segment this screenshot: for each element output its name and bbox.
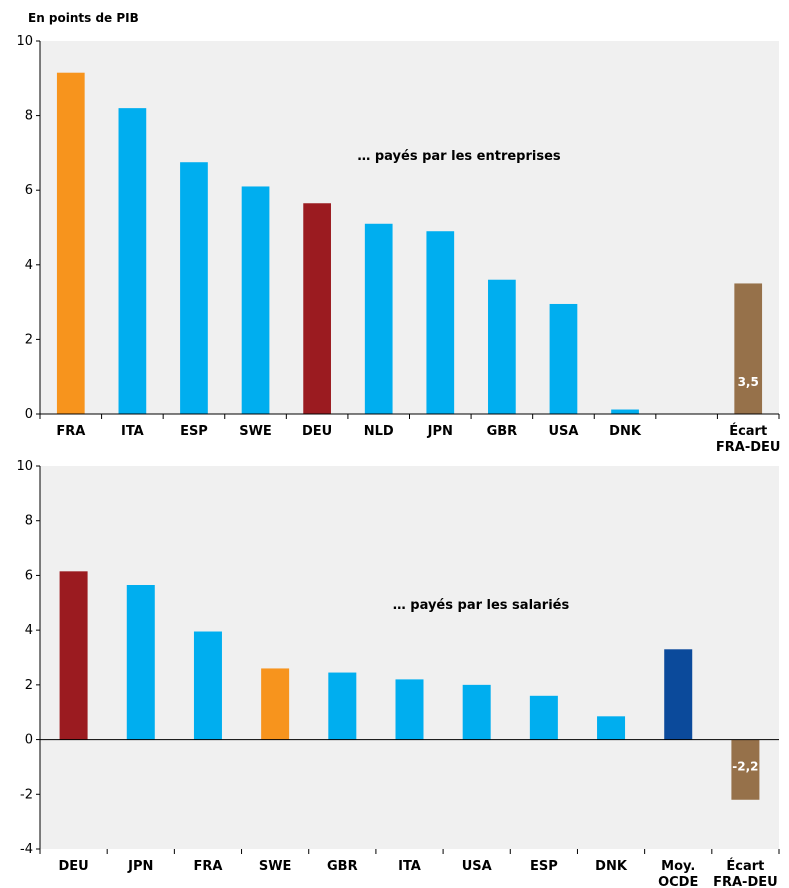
category-label: SWE	[239, 424, 272, 439]
y-tick-label: 8	[25, 109, 33, 124]
category-label: JPN	[427, 424, 453, 439]
y-tick-label: 0	[25, 407, 33, 422]
bar	[734, 283, 763, 414]
category-label: GBR	[327, 859, 358, 874]
chart-annotation: … payés par les salariés	[393, 598, 570, 613]
y-tick-label: 6	[25, 183, 33, 198]
category-label: DEU	[302, 424, 332, 439]
bar	[731, 739, 760, 800]
category-label: FRA-DEU	[713, 875, 778, 888]
category-label: FRA	[193, 859, 222, 874]
bar	[328, 672, 357, 740]
category-label: ESP	[530, 859, 558, 874]
category-label: ESP	[180, 424, 208, 439]
bar	[529, 695, 558, 740]
category-label: Moy.	[661, 859, 695, 874]
bar	[664, 649, 693, 740]
category-label: Écart	[726, 858, 764, 874]
category-label: DEU	[58, 859, 88, 874]
category-label: USA	[548, 424, 578, 439]
bar	[488, 279, 516, 414]
bar	[364, 223, 393, 414]
y-tick-label: -2	[20, 787, 33, 802]
chart-annotation: … payés par les entreprises	[357, 149, 561, 164]
y-tick-label: -4	[20, 842, 33, 857]
category-label: ITA	[121, 424, 144, 439]
category-label: FRA	[56, 424, 85, 439]
category-label: OCDE	[658, 875, 698, 888]
y-tick-label: 4	[25, 258, 33, 273]
y-tick-label: 10	[16, 459, 33, 474]
bar	[597, 716, 626, 740]
category-label: FRA-DEU	[716, 440, 781, 455]
bar	[549, 303, 578, 414]
bar	[56, 72, 85, 414]
chart-panel-2: -4 -2 0 2 4 6 8 10 -2,2 DEU JPN FRA SWE GBR ITA USA ESP D…	[16, 459, 780, 888]
y-tick-label: 8	[25, 514, 33, 529]
data-label: 3,5	[738, 375, 759, 389]
plot-background	[40, 466, 779, 849]
category-label: ITA	[398, 859, 421, 874]
plot-background	[40, 41, 779, 414]
bar	[462, 684, 491, 740]
category-label: DNK	[595, 859, 628, 874]
bar	[59, 571, 88, 740]
y-tick-label: 2	[25, 678, 33, 693]
category-label: SWE	[259, 859, 292, 874]
unit-label: En points de PIB	[28, 11, 139, 25]
bar	[611, 409, 639, 414]
bar	[241, 186, 270, 414]
bar	[303, 203, 331, 414]
category-label: DNK	[609, 424, 642, 439]
data-label: -2,2	[732, 760, 758, 774]
bar	[180, 162, 208, 414]
bar	[118, 108, 147, 414]
y-tick-label: 0	[25, 733, 33, 748]
y-tick-label: 10	[16, 34, 33, 49]
category-label: Écart	[729, 423, 767, 439]
bar	[426, 231, 455, 414]
category-label: USA	[462, 859, 492, 874]
bar	[395, 679, 424, 740]
category-label: NLD	[364, 424, 394, 439]
chart-panel-1: En points de PIB 0 2 4 6 8 10 3,5 FRA ITA ESP SWE DE…	[16, 11, 780, 455]
category-label: JPN	[127, 859, 153, 874]
bar	[126, 585, 155, 740]
bar	[193, 631, 222, 740]
y-tick-label: 6	[25, 568, 33, 583]
category-label: GBR	[487, 424, 518, 439]
bar	[261, 668, 290, 740]
y-tick-label: 4	[25, 623, 33, 638]
y-tick-label: 2	[25, 332, 33, 347]
